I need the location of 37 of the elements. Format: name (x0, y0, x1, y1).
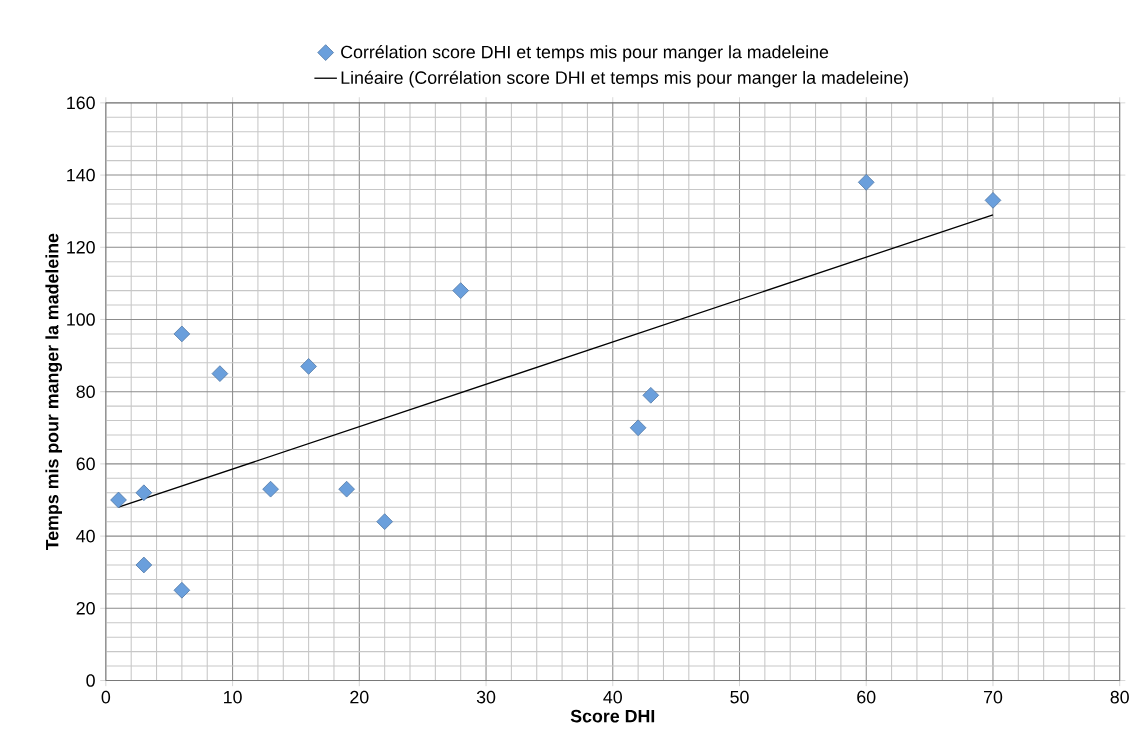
y-tick-label: 40 (76, 529, 95, 543)
legend-label: Corrélation score DHI et temps mis pour manger la madeleine (341, 45, 829, 63)
y-tick-label: 100 (67, 313, 95, 326)
point (110, 491, 127, 509)
point (338, 481, 355, 498)
point (642, 387, 660, 404)
point (629, 419, 647, 437)
x-tick-label: 60 (857, 690, 876, 704)
point (173, 325, 191, 343)
y-tick-label: 0 (86, 674, 95, 687)
y-tick-label: 20 (76, 602, 95, 615)
x-tick-label: 20 (350, 690, 369, 704)
y-tick-label: 140 (67, 168, 95, 182)
y-tick-label: 80 (76, 385, 95, 399)
point (135, 556, 153, 574)
y-tick-label: 120 (67, 241, 95, 254)
x-tick-label: 30 (476, 690, 496, 704)
point (135, 484, 153, 502)
x-tick-label: 10 (224, 690, 242, 704)
x-tick-label: 50 (730, 690, 749, 704)
x-tick-label: 0 (101, 690, 111, 704)
x-tick-label: 80 (1110, 690, 1129, 704)
point (452, 282, 469, 300)
point (984, 192, 1002, 209)
x-tick-label: 70 (983, 690, 1003, 704)
point (173, 582, 191, 599)
x-axis-title: Score DHI (570, 709, 655, 723)
x-tick-label: 40 (603, 690, 622, 704)
point (376, 513, 393, 531)
point (211, 365, 229, 383)
y-axis-title: Temps mis pour manger la madeleine (45, 233, 63, 551)
y-tick-label: 60 (76, 457, 95, 471)
point (300, 358, 317, 375)
point (262, 481, 279, 498)
legend-label: Linéaire (Corrélation score DHI et temps mis pour manger la madeleine) (341, 70, 908, 88)
y-tick-label: 160 (67, 96, 95, 110)
point (857, 174, 875, 191)
